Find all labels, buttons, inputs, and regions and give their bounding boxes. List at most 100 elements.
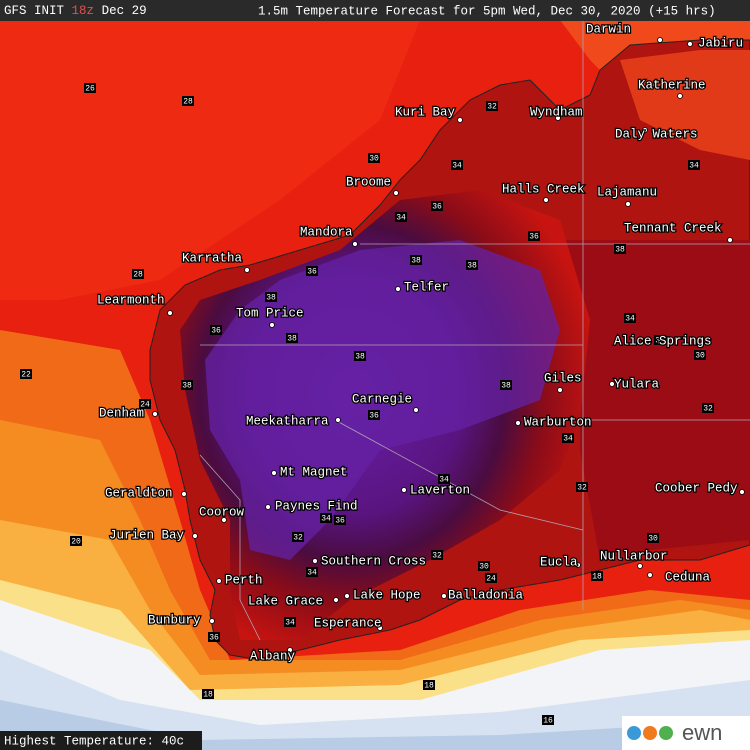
contour-box [485, 573, 497, 583]
town-dot [312, 558, 318, 564]
contour-label: 32 [293, 534, 303, 543]
contour-label: 38 [266, 294, 276, 303]
town-dot [244, 267, 250, 273]
contour-label: 34 [321, 515, 331, 524]
town-dot [377, 625, 383, 631]
header-init: GFS INIT 18z Dec 29 [4, 4, 147, 18]
contour-label: 32 [577, 484, 587, 493]
town-label: Jabiru [698, 36, 743, 50]
town-dot [221, 517, 227, 523]
contour-box [702, 403, 714, 413]
town-label: Broome [346, 175, 391, 189]
contour-box [423, 680, 435, 690]
town-label: Albany [250, 649, 296, 663]
contour-box [624, 313, 636, 323]
town-label: Tom Price [236, 306, 304, 320]
contour-box [431, 201, 443, 211]
town-dot [555, 115, 561, 121]
town-dot [543, 197, 549, 203]
header-title: 1.5m Temperature Forecast for 5pm Wed, D… [258, 4, 716, 18]
town-label: Jurien Bay [109, 528, 185, 542]
town-dot [152, 411, 158, 417]
contour-label: 34 [625, 315, 635, 324]
contour-box [591, 571, 603, 581]
contour-box [84, 83, 96, 93]
town-dot [441, 593, 447, 599]
contour-label: 36 [335, 517, 345, 526]
contour-box [182, 96, 194, 106]
contour-box [694, 350, 706, 360]
town-dot [637, 563, 643, 569]
town-dot [642, 127, 648, 133]
run-label: 18z [72, 4, 95, 18]
contour-box [614, 244, 626, 254]
contour-label: 26 [85, 85, 95, 94]
contour-label: 36 [529, 233, 539, 242]
contour-label: 36 [209, 634, 219, 643]
footer: Highest Temperature: 40c [0, 731, 202, 750]
contour-label: 30 [648, 535, 658, 544]
contour-box [286, 333, 298, 343]
town-label: Geraldton [105, 486, 173, 500]
town-dot [687, 41, 693, 47]
town-label: Lake Hope [353, 588, 421, 602]
contour-box [132, 269, 144, 279]
contour-label: 24 [140, 401, 150, 410]
contour-box [70, 536, 82, 546]
town-label: Esperance [314, 616, 382, 630]
contour-box [320, 513, 332, 523]
town-label: Telfer [404, 280, 449, 294]
contour-label: 36 [307, 268, 317, 277]
town-label: Yulara [614, 377, 660, 391]
town-dot [557, 387, 563, 393]
town-label: Paynes Find [275, 499, 358, 513]
contour-box [542, 715, 554, 725]
town-dot [677, 93, 683, 99]
town-label: Learmonth [97, 293, 165, 307]
contour-box [368, 153, 380, 163]
town-label: Kuri Bay [395, 105, 456, 119]
contour-box [139, 399, 151, 409]
contour-label: 18 [592, 573, 602, 582]
contour-label: 32 [703, 405, 713, 414]
town-label: Giles [544, 371, 582, 385]
town-dot [192, 533, 198, 539]
town-label: Carnegie [352, 392, 412, 406]
town-label: Ceduna [665, 570, 711, 584]
contour-box [20, 369, 32, 379]
town-label: Mandora [300, 225, 353, 239]
contour-label: 28 [133, 271, 143, 280]
contour-label: 34 [689, 162, 699, 171]
footer-text: Highest Temperature: 40c [4, 734, 184, 748]
town-label: Coober Pedy [655, 481, 738, 495]
contour-box [354, 351, 366, 361]
contour-box [284, 617, 296, 627]
town-dot [657, 339, 663, 345]
town-dot [265, 504, 271, 510]
town-label: Darwin [586, 22, 631, 36]
town-label: Warburton [524, 415, 592, 429]
town-label: Halls Creek [502, 182, 585, 196]
contour-box [306, 266, 318, 276]
contour-label: 38 [287, 335, 297, 344]
town-dot [333, 597, 339, 603]
contour-box [466, 260, 478, 270]
town-dot [271, 470, 277, 476]
town-label: Balladonia [448, 588, 524, 602]
contour-label: 28 [183, 98, 193, 107]
contour-label: 32 [432, 552, 442, 561]
town-dot [344, 593, 350, 599]
town-dot [739, 489, 745, 495]
contour-label: 36 [432, 203, 442, 212]
town-dot [625, 201, 631, 207]
contour-box [478, 561, 490, 571]
town-dot [269, 322, 275, 328]
contour-box [181, 380, 193, 390]
town-dot [401, 487, 407, 493]
town-label: Katherine [638, 78, 706, 92]
town-dot [216, 578, 222, 584]
contour-label: 34 [439, 476, 449, 485]
town-dot [167, 310, 173, 316]
contour-label: 38 [411, 257, 421, 266]
contour-label: 38 [182, 382, 192, 391]
